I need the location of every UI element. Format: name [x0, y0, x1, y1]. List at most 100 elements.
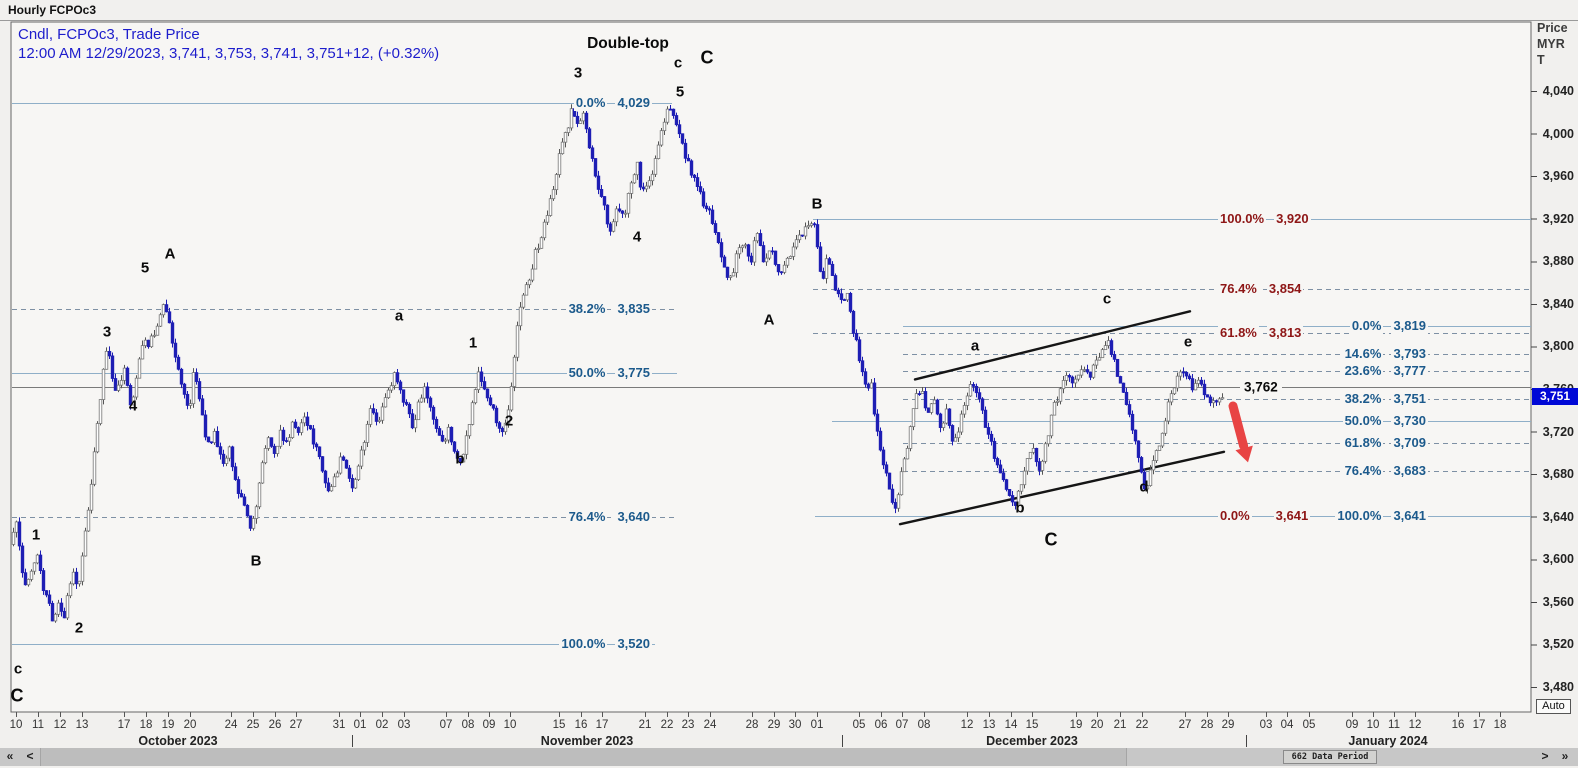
scroll-left-button[interactable]: <	[26, 749, 34, 763]
fib-pct: 100.0%	[1218, 210, 1267, 227]
wave-label-B[interactable]: B	[250, 552, 262, 570]
wave-label-a[interactable]: a	[394, 307, 404, 325]
candle-body	[596, 175, 601, 190]
trendline-upper[interactable]	[913, 310, 1192, 381]
fib-label-0.0%-4,029[interactable]: 0.0% 4,029	[573, 94, 652, 111]
wave-label-C[interactable]: C	[10, 685, 24, 705]
candle-body	[413, 419, 418, 429]
wave-label-b[interactable]: b	[455, 450, 465, 468]
fib-label-76.4%-3,683[interactable]: 76.4% 3,683	[1342, 462, 1428, 479]
candle-body	[68, 583, 73, 597]
candle-body	[560, 141, 565, 155]
wave-label-1[interactable]: 1	[31, 526, 41, 544]
fib-label-61.8%-3,813[interactable]: 61.8% 3,813	[1218, 324, 1304, 341]
wave-label-5[interactable]: 5	[140, 259, 150, 277]
candle-body	[1052, 401, 1057, 416]
fib-label-76.4%-3,854[interactable]: 76.4% 3,854	[1218, 280, 1304, 297]
candle-body	[305, 416, 310, 426]
fib-label-61.8%-3,709[interactable]: 61.8% 3,709	[1342, 435, 1428, 452]
last-price-box: 3,751	[1532, 388, 1578, 405]
wave-label-1[interactable]: 1	[468, 334, 478, 352]
wave-label-4[interactable]: 4	[128, 397, 138, 415]
wave-label-3[interactable]: 3	[102, 323, 112, 341]
fib-price: 3,920	[1274, 210, 1311, 227]
price-axis-title-t: T	[1537, 53, 1545, 67]
candle-body	[743, 244, 748, 247]
wave-label-d[interactable]: d	[1139, 478, 1149, 496]
fib-pct: 14.6%	[1342, 345, 1384, 362]
price-tick-3,840: 3,840	[1542, 296, 1574, 311]
candle-body	[788, 255, 793, 259]
chart-plot-area[interactable]	[11, 22, 1531, 712]
window-titlebar[interactable]: Hourly FCPOc3	[0, 0, 1578, 21]
fib-label-0.0%-3,819[interactable]: 0.0% 3,819	[1349, 318, 1428, 335]
date-tick-04: 04	[1280, 719, 1294, 731]
candle-body	[554, 174, 559, 191]
candle-body	[611, 221, 616, 232]
scrollbar-thumb[interactable]	[40, 748, 1127, 766]
candle-body	[728, 275, 733, 278]
date-tick-28: 28	[1200, 719, 1214, 731]
fib-pct: 38.2%	[566, 301, 608, 318]
wave-label-b[interactable]: b	[1015, 499, 1025, 517]
fib-label-100.0%-3,520[interactable]: 100.0% 3,520	[559, 636, 652, 653]
wave-label-B[interactable]: B	[811, 195, 823, 213]
scroll-far-left-button[interactable]: «	[6, 749, 14, 763]
candle-body	[647, 180, 652, 187]
candle-body	[179, 368, 184, 385]
fib-label-100.0%-3,920[interactable]: 100.0% 3,920	[1218, 210, 1311, 227]
horizontal-scrollbar[interactable]: 662 Data Period « < > »	[0, 748, 1578, 766]
scroll-far-right-button[interactable]: »	[1561, 749, 1569, 763]
date-tick-19: 19	[161, 719, 175, 731]
fib-label-38.2%-3,751[interactable]: 38.2% 3,751	[1342, 390, 1428, 407]
wave-label-a[interactable]: a	[970, 337, 980, 355]
fib-price: 3,641	[1273, 507, 1311, 524]
annotation-double-top[interactable]: Double-top	[587, 35, 669, 53]
candle-body	[1004, 479, 1009, 490]
candle-body	[989, 433, 994, 442]
wave-label-4[interactable]: 4	[632, 228, 642, 246]
candle-body	[224, 457, 229, 464]
scroll-right-button[interactable]: >	[1541, 749, 1549, 763]
date-tick-19: 19	[1069, 719, 1083, 731]
date-tick-22: 22	[660, 719, 674, 731]
candle-body	[185, 393, 190, 406]
candle-body	[710, 209, 715, 224]
wave-label-A[interactable]: A	[763, 311, 775, 329]
candle-body	[791, 246, 796, 257]
wave-label-c[interactable]: c	[13, 660, 23, 678]
fib-label-100.0%-3,641[interactable]: 100.0% 3,641	[1335, 507, 1428, 524]
wave-label-c[interactable]: c	[1102, 290, 1112, 308]
fib-label-38.2%-3,835[interactable]: 38.2% 3,835	[566, 301, 652, 318]
down-arrow-head[interactable]	[1235, 445, 1253, 463]
wave-label-c[interactable]: c	[673, 54, 683, 72]
date-tick-20: 20	[1090, 719, 1104, 731]
wave-label-C[interactable]: C	[1044, 529, 1058, 550]
fib-label-50.0%-3,775[interactable]: 50.0% 3,775	[566, 365, 652, 382]
candle-body	[782, 264, 787, 273]
wave-label-5[interactable]: 5	[675, 83, 685, 101]
wave-label-A[interactable]: A	[164, 245, 176, 263]
candle-body	[812, 223, 817, 226]
wave-label-C[interactable]: C	[700, 47, 714, 68]
candle-body	[569, 108, 574, 129]
fib-label-50.0%-3,730[interactable]: 50.0% 3,730	[1342, 412, 1428, 429]
current-level-label[interactable]: 3,762	[1240, 379, 1282, 395]
fib-label-76.4%-3,640[interactable]: 76.4% 3,640	[566, 508, 652, 525]
candle-body	[944, 408, 949, 424]
wave-label-3[interactable]: 3	[573, 64, 583, 82]
wave-label-2[interactable]: 2	[74, 619, 84, 637]
trendline-lower[interactable]	[898, 450, 1226, 526]
candle-body	[1133, 429, 1138, 442]
fib-label-23.6%-3,777[interactable]: 23.6% 3,777	[1342, 362, 1428, 379]
candle-body	[374, 412, 379, 422]
wave-label-2[interactable]: 2	[504, 412, 514, 430]
down-arrow-shaft[interactable]	[1228, 401, 1249, 451]
candle-body	[662, 121, 667, 132]
fib-label-14.6%-3,793[interactable]: 14.6% 3,793	[1342, 345, 1428, 362]
wave-label-e[interactable]: e	[1183, 333, 1193, 351]
candle-body	[158, 314, 163, 327]
fib-label-0.0%-3,641[interactable]: 0.0% 3,641	[1218, 507, 1311, 524]
auto-scale-button[interactable]: Auto	[1536, 699, 1571, 714]
